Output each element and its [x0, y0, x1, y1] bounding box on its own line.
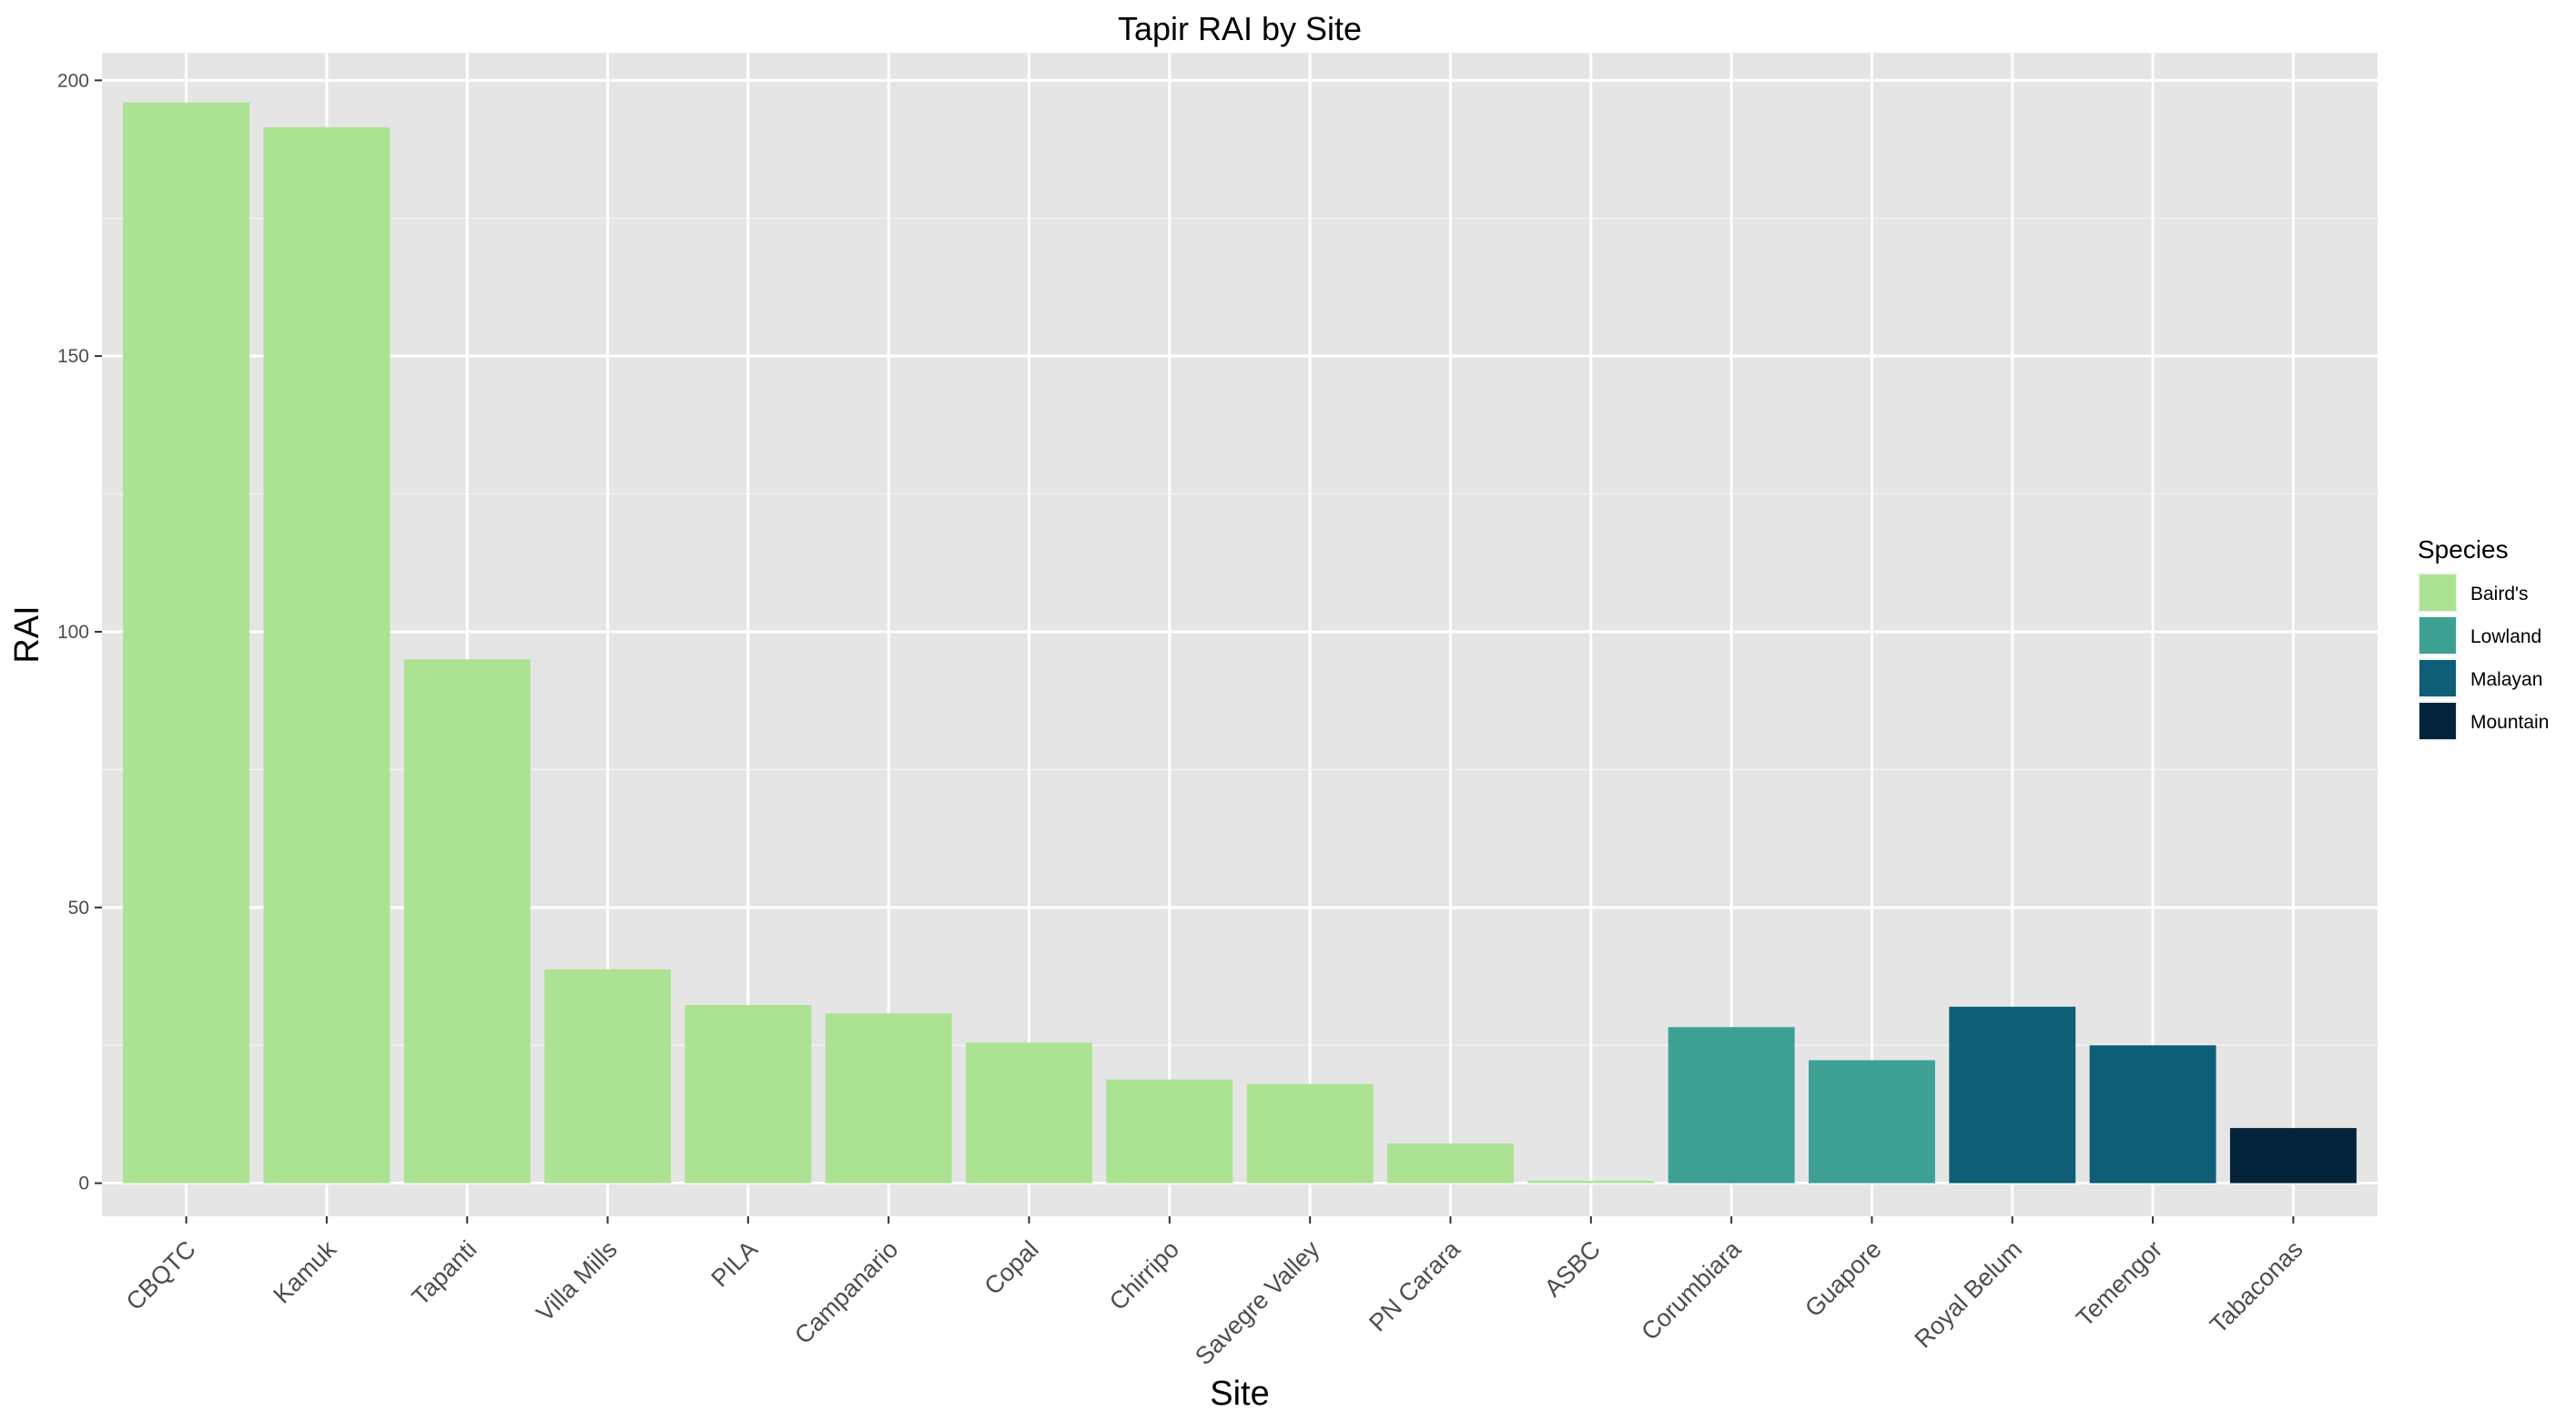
- bar-kamuk: [263, 127, 390, 1183]
- x-tick-label: ASBC: [1539, 1235, 1606, 1302]
- y-tick-label: 200: [57, 70, 89, 91]
- bar-tabaconas: [2229, 1128, 2357, 1183]
- bar-cbqtc: [123, 102, 250, 1183]
- y-axis-ticks: 0 50 100 150 200: [57, 70, 102, 1194]
- y-tick-label: 150: [57, 346, 89, 367]
- y-tick-label: 100: [57, 622, 89, 643]
- bar-temengor: [2089, 1045, 2216, 1183]
- x-tick-label: PILA: [706, 1235, 764, 1293]
- x-tick-label: Guapore: [1800, 1235, 1887, 1323]
- legend: Species Baird's Lowland Malayan Mountain: [2418, 535, 2549, 741]
- bar-guapore: [1809, 1060, 1935, 1183]
- x-tick-label: PN Carara: [1364, 1234, 1465, 1336]
- bar-villa-mills: [544, 969, 671, 1183]
- bar-copal: [966, 1042, 1092, 1183]
- y-tick-label: 0: [78, 1173, 89, 1194]
- bar-chirripo: [1106, 1079, 1233, 1183]
- x-tick-label: Copal: [979, 1235, 1044, 1300]
- bar-pn-carara: [1387, 1143, 1514, 1183]
- legend-title: Species: [2418, 535, 2509, 564]
- legend-label: Malayan: [2470, 669, 2542, 690]
- x-tick-label: Savegre Valley: [1190, 1235, 1325, 1371]
- legend-label: Mountain: [2470, 712, 2549, 733]
- bar-savegre-valley: [1246, 1083, 1374, 1183]
- x-tick-label: Corumbiara: [1636, 1234, 1747, 1346]
- x-tick-label: CBQTC: [121, 1235, 201, 1315]
- chart-title: Tapir RAI by Site: [1118, 10, 1362, 47]
- legend-label: Baird's: [2470, 584, 2529, 604]
- x-tick-label: Chirripo: [1104, 1235, 1184, 1315]
- bar-corumbiara: [1668, 1027, 1795, 1183]
- x-tick-label: Kamuk: [269, 1235, 342, 1309]
- x-tick-label: Villa Mills: [531, 1235, 622, 1326]
- bars: [123, 102, 2357, 1183]
- x-tick-label: Tabaconas: [2205, 1235, 2308, 1339]
- y-axis-title: RAI: [8, 605, 46, 663]
- legend-swatch: [2419, 660, 2456, 696]
- bar-pila: [685, 1005, 812, 1183]
- legend-swatch: [2419, 703, 2456, 739]
- bar-campanario: [825, 1013, 952, 1183]
- x-tick-label: Tapanti: [407, 1235, 482, 1311]
- y-tick-label: 50: [68, 898, 89, 919]
- x-axis-title: Site: [1210, 1375, 1269, 1413]
- bar-asbc: [1527, 1181, 1655, 1183]
- bar-royal-belum: [1949, 1006, 2076, 1183]
- legend-label: Lowland: [2470, 626, 2541, 647]
- x-axis-ticks: CBQTC Kamuk Tapanti Villa Mills PILA Campanar…: [121, 1216, 2308, 1370]
- legend-swatch: [2419, 574, 2456, 611]
- x-tick-label: Campanario: [789, 1235, 903, 1349]
- x-tick-label: Temengor: [2071, 1235, 2167, 1332]
- legend-swatch: [2419, 617, 2456, 654]
- bar-tapanti: [403, 659, 531, 1183]
- x-tick-label: Royal Belum: [1910, 1235, 2027, 1353]
